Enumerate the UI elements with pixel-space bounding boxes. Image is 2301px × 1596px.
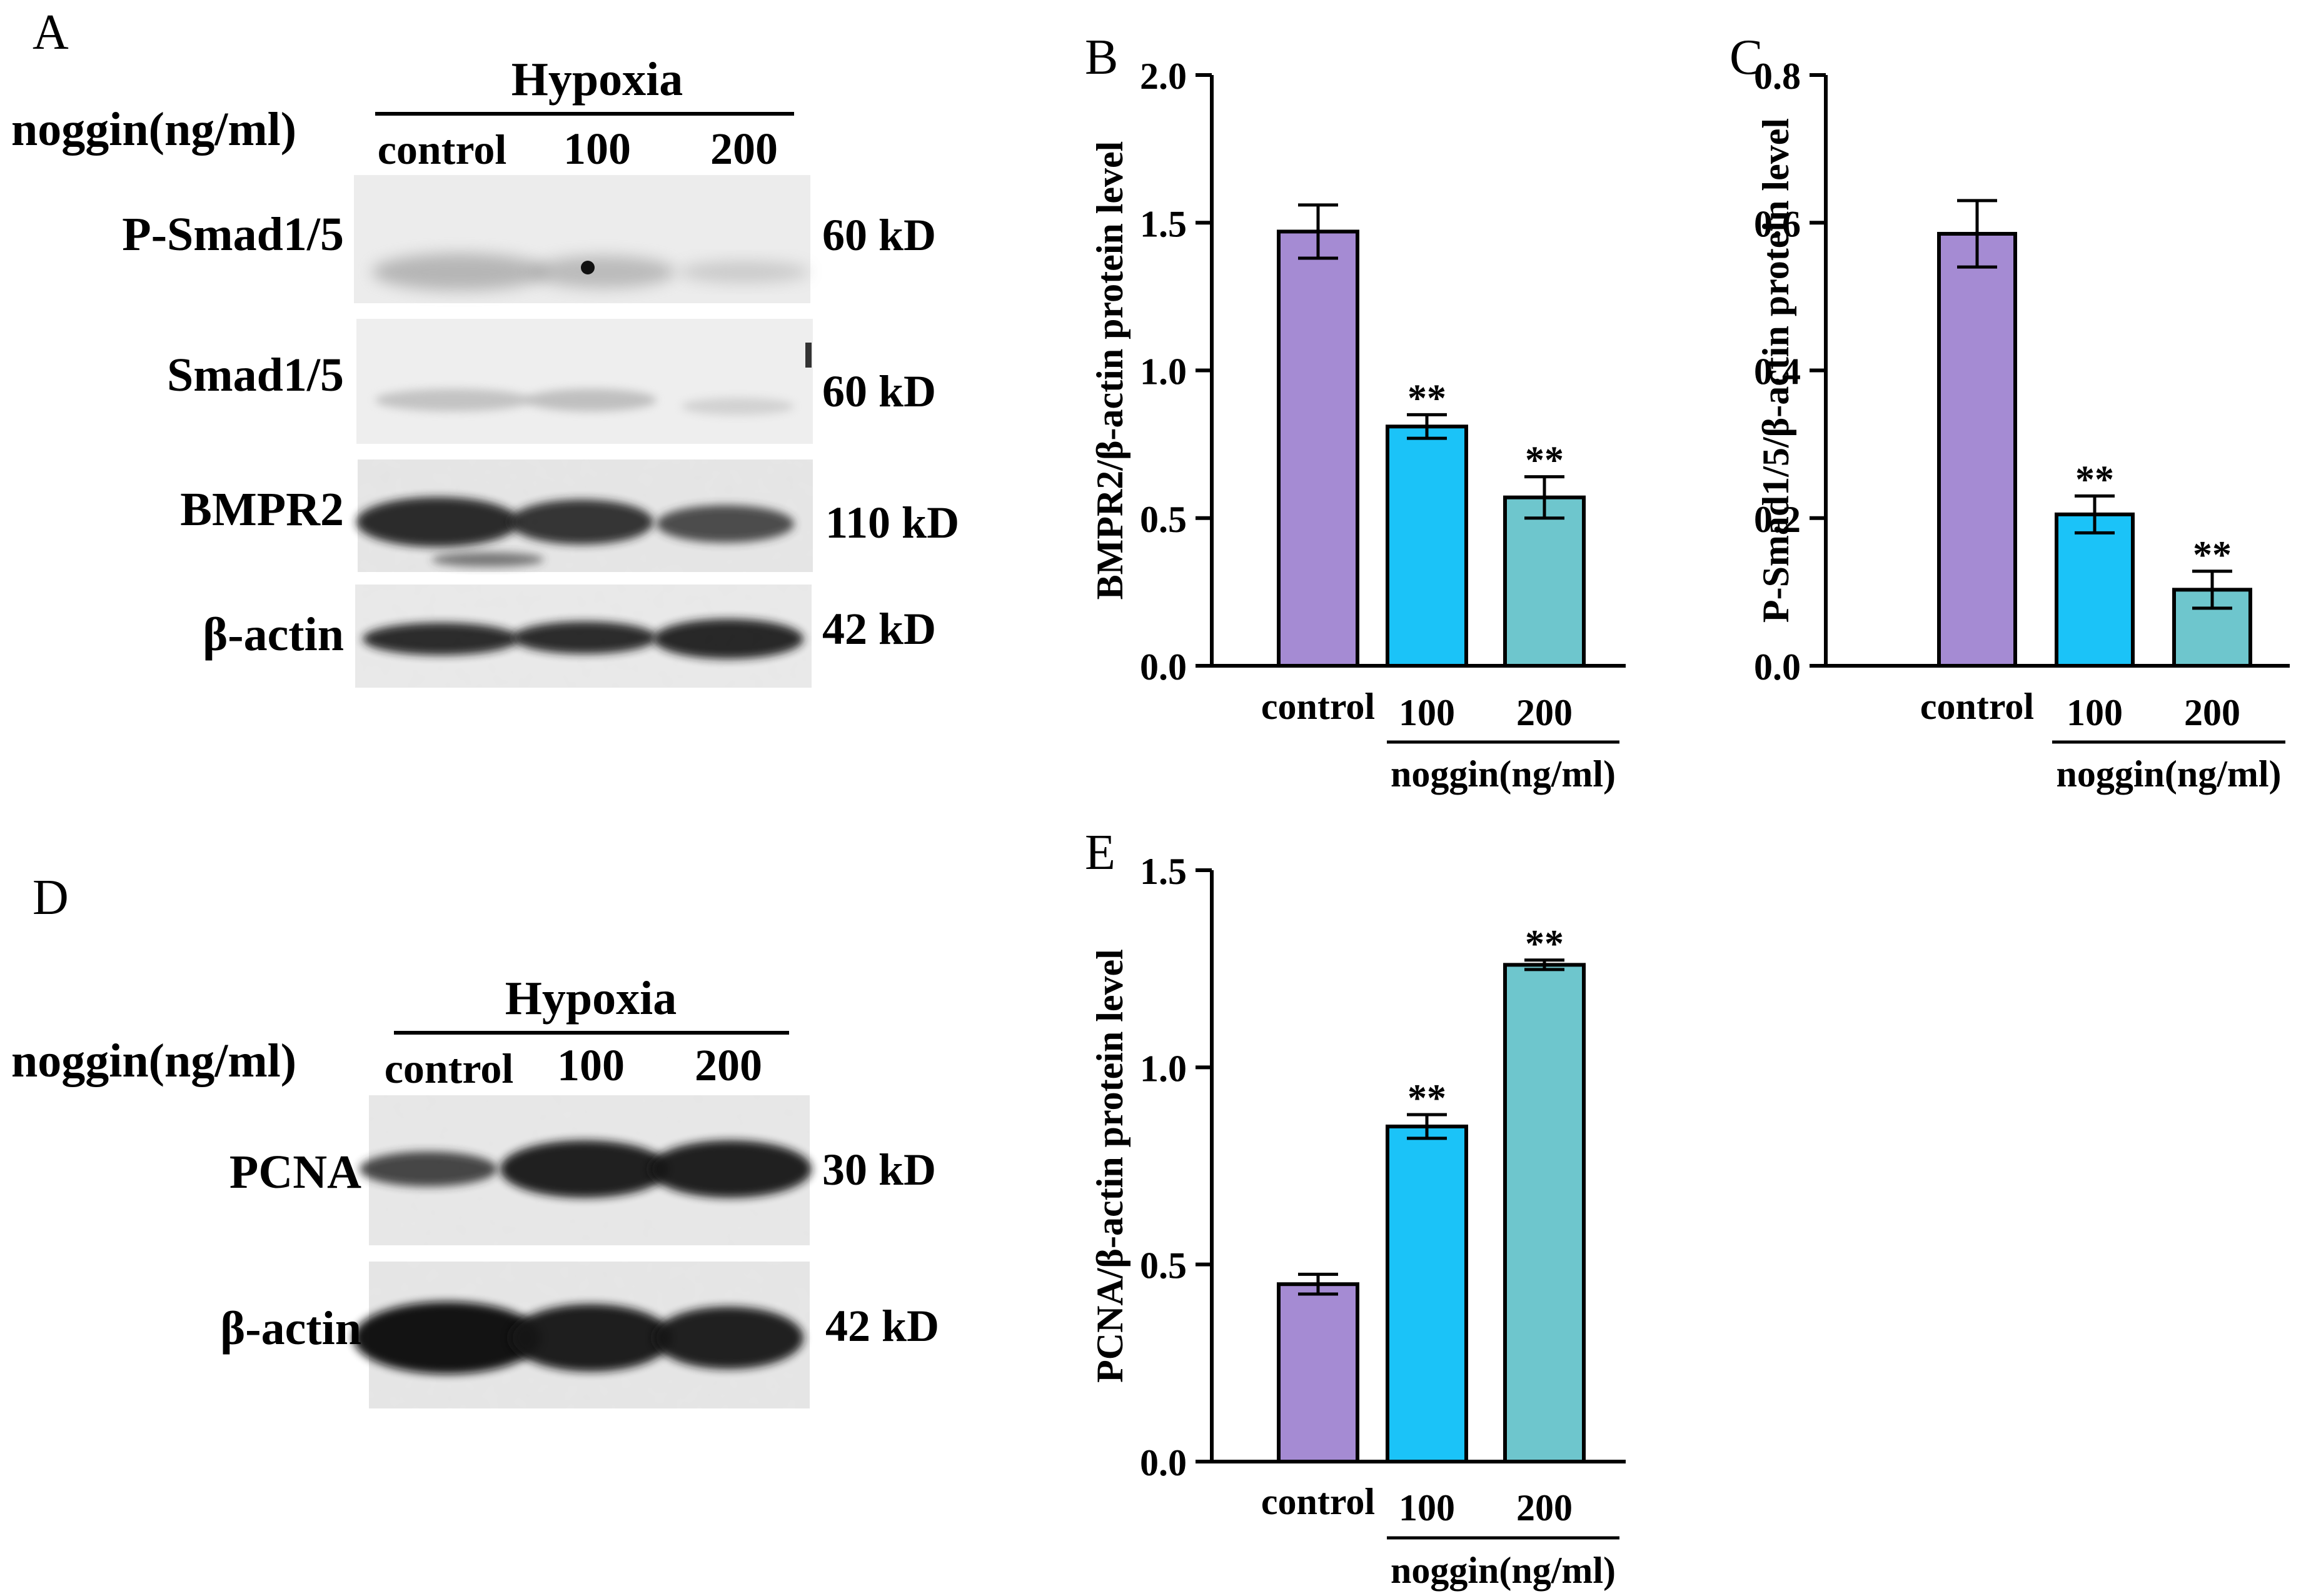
panel-a-condition: Hypoxia bbox=[511, 53, 683, 106]
y-tick-label: 0.6 bbox=[1754, 203, 1801, 244]
blot-strip-pcna bbox=[360, 1095, 812, 1245]
significance-mark: ** bbox=[1525, 923, 1564, 965]
significance-mark: ** bbox=[2075, 458, 2114, 501]
blot-size-actin-d: 42 kD bbox=[825, 1301, 939, 1351]
category-label: 200 bbox=[1516, 1487, 1573, 1528]
category-label: control bbox=[1261, 686, 1375, 727]
panel-d-condition: Hypoxia bbox=[505, 972, 677, 1025]
category-label: control bbox=[1261, 1481, 1375, 1522]
bar-200 bbox=[1503, 963, 1586, 1463]
blot-label-psmad: P-Smad1/5 bbox=[122, 208, 344, 261]
y-tick-label: 1.5 bbox=[1140, 203, 1187, 244]
significance-mark: ** bbox=[1407, 377, 1446, 419]
panel-d-lane-100: 100 bbox=[557, 1040, 625, 1090]
panel-letter-b: B bbox=[1085, 30, 1118, 85]
blot-size-bmpr2: 110 kD bbox=[825, 498, 959, 548]
panel-d-treatment-label: noggin(ng/ml) bbox=[11, 1035, 296, 1087]
y-tick-label: 0.4 bbox=[1754, 351, 1801, 393]
panel-a-treatment-label: noggin(ng/ml) bbox=[11, 103, 296, 156]
blot-size-psmad: 60 kD bbox=[822, 210, 936, 260]
blot-strip-smad bbox=[356, 319, 813, 444]
blot-label-pcna: PCNA bbox=[229, 1146, 361, 1198]
y-tick-label: 0.2 bbox=[1754, 499, 1801, 540]
significance-mark: ** bbox=[1407, 1077, 1446, 1120]
panel-a-lane-100: 100 bbox=[563, 124, 631, 174]
category-label: 100 bbox=[1399, 692, 1455, 733]
category-label: 200 bbox=[1516, 692, 1573, 733]
y-axis-label: P-Smad1/5/β-actin protein level bbox=[1755, 118, 1796, 623]
y-tick-label: 0.0 bbox=[1754, 646, 1801, 688]
bar-control bbox=[1277, 229, 1359, 668]
y-tick-label: 2.0 bbox=[1140, 56, 1187, 97]
y-tick-label: 1.5 bbox=[1140, 851, 1187, 892]
panel-letter-d: D bbox=[33, 870, 69, 925]
bar-chart-c: C 0.0 0.2 0.4 0.6 0.8 P-Smad1/5/β-actin protei… bbox=[1730, 30, 2290, 795]
panel-d-lane-200: 200 bbox=[695, 1040, 762, 1090]
blot-label-actin-d: β-actin bbox=[220, 1302, 361, 1355]
significance-mark: ** bbox=[1525, 439, 1564, 482]
bar-100 bbox=[1386, 1124, 1468, 1463]
y-tick-label: 1.0 bbox=[1140, 351, 1187, 393]
bar-100 bbox=[1386, 424, 1468, 668]
x-group-label: noggin(ng/ml) bbox=[2056, 753, 2281, 795]
blot-size-actin-a: 42 kD bbox=[822, 604, 936, 654]
significance-mark: ** bbox=[2193, 534, 2232, 576]
panel-a-lane-control: control bbox=[378, 126, 507, 173]
blot-size-smad: 60 kD bbox=[822, 366, 936, 416]
category-label: 100 bbox=[2067, 692, 2123, 733]
x-group-label: noggin(ng/ml) bbox=[1391, 753, 1616, 795]
panel-letter-e: E bbox=[1085, 825, 1115, 880]
bar-100 bbox=[2055, 512, 2135, 668]
y-tick-label: 0.0 bbox=[1140, 1442, 1187, 1483]
category-label: control bbox=[1920, 686, 2034, 727]
panel-d-lane-control: control bbox=[385, 1045, 514, 1092]
blot-strip-psmad bbox=[354, 175, 810, 303]
blot-size-pcna: 30 kD bbox=[822, 1145, 936, 1195]
y-tick-label: 0.8 bbox=[1754, 56, 1801, 97]
bar-control bbox=[1277, 1282, 1359, 1463]
bar-chart-e: E 0.0 0.5 1.0 1.5 PCNA/β-actin protein level c… bbox=[1085, 825, 1626, 1591]
x-group-label: noggin(ng/ml) bbox=[1391, 1550, 1616, 1591]
y-axis-label: BMPR2/β-actin protein level bbox=[1089, 141, 1130, 600]
y-axis-label: PCNA/β-actin protein level bbox=[1089, 949, 1130, 1383]
blot-label-smad: Smad1/5 bbox=[167, 349, 344, 401]
category-label: 200 bbox=[2184, 692, 2240, 733]
category-label: 100 bbox=[1399, 1487, 1455, 1528]
panel-letter-a: A bbox=[33, 5, 69, 60]
blot-strip-actin-a bbox=[355, 585, 812, 688]
blot-label-bmpr2: BMPR2 bbox=[180, 483, 344, 536]
bar-200 bbox=[1503, 495, 1586, 668]
y-tick-label: 0.5 bbox=[1140, 499, 1187, 540]
panel-d: D Hypoxia noggin(ng/ml) control 100 200 … bbox=[11, 870, 939, 1408]
panel-a: A Hypoxia noggin(ng/ml) control 100 200 … bbox=[11, 5, 959, 688]
blot-strip-bmpr2 bbox=[356, 459, 813, 572]
y-tick-label: 0.0 bbox=[1140, 646, 1187, 688]
panel-letter-c: C bbox=[1730, 30, 1763, 85]
panel-a-lane-200: 200 bbox=[710, 124, 778, 174]
y-tick-label: 1.0 bbox=[1140, 1048, 1187, 1089]
blot-strip-actin-d bbox=[353, 1262, 810, 1408]
bar-chart-b: B 0.0 0.5 1.0 1.5 2.0 BMPR2/β-actin protein le… bbox=[1085, 30, 1626, 795]
y-tick-label: 0.5 bbox=[1140, 1245, 1187, 1287]
blot-label-actin-a: β-actin bbox=[203, 608, 344, 661]
bar-control bbox=[1937, 231, 2017, 668]
